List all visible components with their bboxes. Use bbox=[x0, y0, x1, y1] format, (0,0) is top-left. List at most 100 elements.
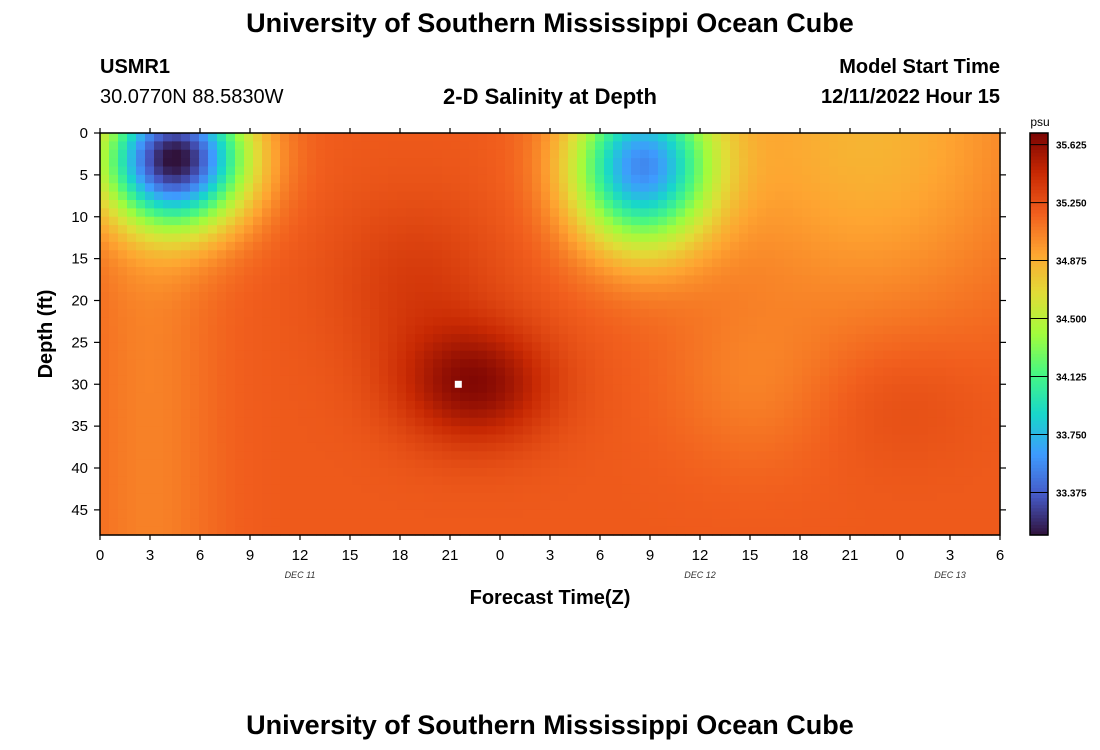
heatmap-cell bbox=[865, 442, 875, 452]
heatmap-cell bbox=[325, 275, 335, 285]
heatmap-cell bbox=[199, 325, 209, 335]
heatmap-cell bbox=[730, 476, 740, 486]
heatmap-cell bbox=[802, 434, 812, 444]
heatmap-cell bbox=[343, 509, 353, 519]
heatmap-cell bbox=[919, 250, 929, 260]
heatmap-cell bbox=[370, 158, 380, 168]
heatmap-cell bbox=[811, 417, 821, 427]
heatmap-cell bbox=[946, 216, 956, 226]
heatmap-cell bbox=[946, 300, 956, 310]
heatmap-cell bbox=[325, 174, 335, 184]
heatmap-cell bbox=[136, 283, 146, 293]
heatmap-cell bbox=[496, 334, 506, 343]
heatmap-cell bbox=[460, 451, 470, 461]
heatmap-cell bbox=[181, 208, 191, 218]
heatmap-cell bbox=[172, 166, 182, 176]
x-tick-label: 3 bbox=[146, 547, 154, 564]
colorbar-segment bbox=[1030, 431, 1048, 436]
heatmap-cell bbox=[271, 191, 281, 201]
heatmap-cell bbox=[397, 518, 407, 528]
heatmap-cell bbox=[631, 233, 641, 243]
heatmap-cell bbox=[757, 468, 767, 477]
heatmap-cell bbox=[532, 426, 542, 436]
heatmap-cell bbox=[874, 166, 884, 176]
heatmap-cell bbox=[469, 158, 479, 168]
heatmap-cell bbox=[271, 325, 281, 335]
heatmap-cell bbox=[109, 208, 119, 218]
heatmap-cell bbox=[424, 442, 434, 452]
heatmap-cell bbox=[829, 350, 839, 360]
heatmap-cell bbox=[793, 476, 803, 486]
heatmap-cell bbox=[136, 275, 146, 285]
heatmap-cell bbox=[190, 283, 200, 293]
heatmap-cell bbox=[757, 442, 767, 452]
heatmap-cell bbox=[928, 258, 938, 268]
heatmap-cell bbox=[487, 476, 497, 486]
heatmap-cell bbox=[676, 216, 686, 226]
heatmap-cell bbox=[163, 174, 173, 184]
heatmap-cell bbox=[370, 174, 380, 184]
heatmap-cell bbox=[595, 501, 605, 511]
heatmap-cell bbox=[577, 216, 587, 226]
heatmap-cell bbox=[361, 166, 371, 176]
heatmap-cell bbox=[145, 417, 155, 427]
heatmap-cell bbox=[361, 191, 371, 201]
heatmap-cell bbox=[523, 451, 533, 461]
heatmap-cell bbox=[667, 459, 677, 469]
heatmap-cell bbox=[730, 442, 740, 452]
heatmap-cell bbox=[739, 518, 749, 528]
heatmap-cell bbox=[154, 216, 164, 226]
heatmap-cell bbox=[577, 409, 587, 419]
heatmap-cell bbox=[964, 183, 974, 193]
heatmap-cell bbox=[982, 367, 992, 377]
heatmap-cell bbox=[415, 200, 425, 209]
colorbar-segment bbox=[1030, 323, 1048, 328]
heatmap-cell bbox=[559, 174, 569, 184]
heatmap-cell bbox=[388, 216, 398, 226]
heatmap-cell bbox=[208, 476, 218, 486]
heatmap-cell bbox=[145, 191, 155, 201]
heatmap-cell bbox=[793, 267, 803, 276]
heatmap-cell bbox=[127, 258, 137, 268]
chart-subtitle: 2-D Salinity at Depth bbox=[443, 84, 657, 109]
heatmap-cell bbox=[469, 283, 479, 293]
heatmap-cell bbox=[730, 191, 740, 201]
heatmap-cell bbox=[955, 158, 965, 168]
heatmap-cell bbox=[748, 501, 758, 511]
heatmap-cell bbox=[154, 225, 164, 235]
heatmap-cell bbox=[397, 484, 407, 494]
heatmap-cell bbox=[802, 442, 812, 452]
heatmap-cell bbox=[802, 233, 812, 243]
heatmap-cell bbox=[262, 300, 272, 310]
heatmap-cell bbox=[676, 250, 686, 260]
heatmap-cell bbox=[739, 191, 749, 201]
heatmap-cell bbox=[145, 484, 155, 494]
heatmap-cell bbox=[100, 501, 110, 511]
heatmap-cell bbox=[739, 342, 749, 352]
heatmap-cell bbox=[334, 468, 344, 477]
heatmap-cell bbox=[433, 250, 443, 260]
heatmap-cell bbox=[793, 451, 803, 461]
heatmap-cell bbox=[523, 275, 533, 285]
heatmap-cell bbox=[424, 174, 434, 184]
heatmap-cell bbox=[928, 174, 938, 184]
heatmap-cell bbox=[451, 317, 461, 327]
heatmap-cell bbox=[469, 317, 479, 327]
heatmap-cell bbox=[694, 158, 704, 168]
heatmap-cell bbox=[163, 200, 173, 209]
heatmap-cell bbox=[649, 375, 659, 385]
heatmap-cell bbox=[100, 409, 110, 419]
heatmap-cell bbox=[118, 459, 128, 469]
heatmap-cell bbox=[514, 375, 524, 385]
heatmap-cell bbox=[343, 267, 353, 276]
heatmap-cell bbox=[784, 434, 794, 444]
heatmap-cell bbox=[613, 174, 623, 184]
heatmap-cell bbox=[496, 417, 506, 427]
heatmap-cell bbox=[379, 350, 389, 360]
heatmap-cell bbox=[604, 283, 614, 293]
heatmap-cell bbox=[613, 434, 623, 444]
heatmap-cell bbox=[343, 426, 353, 436]
heatmap-cell bbox=[442, 493, 452, 503]
heatmap-cell bbox=[514, 392, 524, 402]
heatmap-cell bbox=[883, 359, 893, 369]
